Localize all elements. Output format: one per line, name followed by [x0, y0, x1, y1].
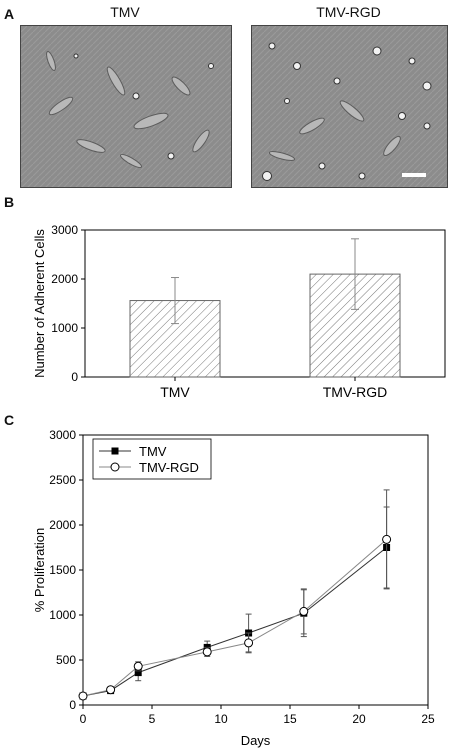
y-tick-label: 2000: [49, 518, 76, 532]
line-chart: 0 500 1000 1500 2000 2500 3000 0 5 10 15 20 25 Days % …: [32, 428, 435, 748]
image-title-tmv: TMV: [110, 4, 140, 20]
y-tick-label: 1500: [49, 563, 76, 577]
y-tick-label: 3000: [49, 428, 76, 442]
x-tick-label: 15: [283, 712, 297, 726]
x-tick-label: 5: [149, 712, 156, 726]
x-category-label: TMV: [160, 384, 190, 400]
data-point-tmv-rgd: [382, 534, 392, 544]
series-line-tmv-rgd: [82, 539, 387, 697]
y-tick-label: 3000: [51, 223, 78, 237]
x-tick-label: 20: [352, 712, 366, 726]
y-tick-label: 2500: [49, 473, 76, 487]
y-tick-label: 1000: [49, 608, 76, 622]
data-point-tmv: [134, 669, 142, 677]
panel-b-label: B: [4, 194, 15, 210]
data-point-tmv-rgd: [106, 685, 116, 695]
scale-bar: [402, 173, 426, 177]
y-tick-label: 500: [56, 653, 76, 667]
series-tmv-rgd: [78, 489, 392, 701]
x-tick-label: 25: [421, 712, 435, 726]
micrograph-tmv-texture: [21, 26, 231, 187]
legend-marker: [110, 462, 120, 472]
micrograph-tmv-rgd: [251, 25, 448, 188]
y-tick-label: 0: [69, 698, 76, 712]
image-title-tmv-rgd: TMV-RGD: [316, 4, 381, 20]
x-tick-label: 0: [80, 712, 87, 726]
bar-chart: 0 1000 2000 3000 TMV TMV-RGD Number of Adheren…: [32, 223, 446, 400]
x-category-label: TMV-RGD: [323, 384, 388, 400]
micrograph-tmv: [20, 25, 232, 188]
series-tmv: [79, 506, 391, 700]
data-point-tmv-rgd: [299, 606, 309, 616]
panel-c-label: C: [4, 412, 15, 428]
legend-label: TMV: [139, 444, 167, 459]
data-point-tmv-rgd: [202, 647, 212, 657]
y-tick-label: 0: [71, 370, 78, 384]
x-axis-label: Days: [241, 733, 271, 748]
data-point-tmv-rgd: [133, 661, 143, 671]
legend-label: TMV-RGD: [139, 460, 199, 475]
legend-marker: [111, 447, 119, 455]
data-point-tmv-rgd: [244, 638, 254, 648]
y-tick-label: 2000: [51, 272, 78, 286]
x-tick-label: 10: [214, 712, 228, 726]
y-axis-label: % Proliferation: [32, 528, 47, 613]
micrograph-tmv-rgd-texture: [252, 26, 447, 187]
series-line-tmv: [82, 547, 387, 697]
data-point-tmv-rgd: [78, 691, 88, 701]
panel-a-label: A: [4, 6, 15, 22]
y-axis-label: Number of Adherent Cells: [32, 229, 47, 378]
plot-frame: [84, 229, 446, 378]
y-tick-label: 1000: [51, 321, 78, 335]
legend-box: [92, 438, 212, 480]
